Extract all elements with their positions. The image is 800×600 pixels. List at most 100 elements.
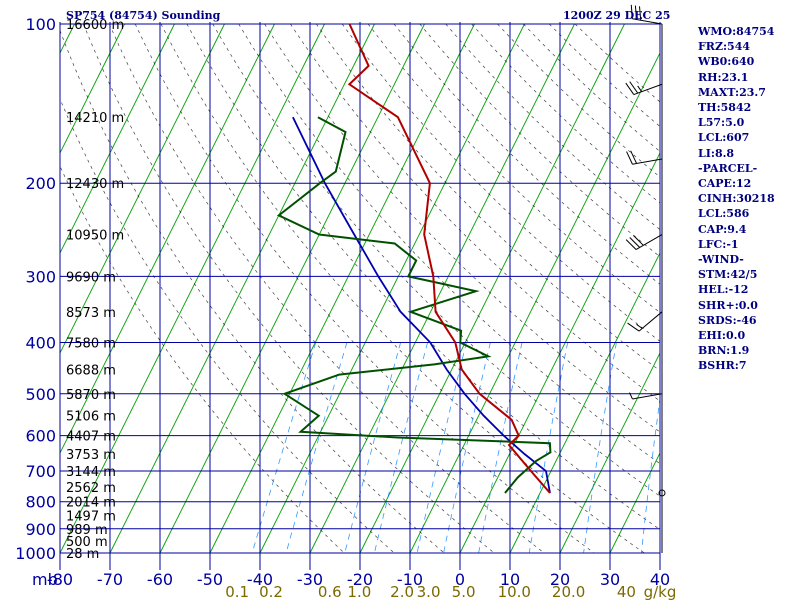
dry-adiabat-line [290, 23, 660, 402]
pressure-tick-label: 1000 [15, 544, 56, 563]
dry-adiabat-line [264, 23, 660, 433]
dry-adiabat-line [238, 23, 660, 465]
isotherm-line [309, 23, 575, 554]
pressure-tick-label: 100 [25, 15, 56, 34]
height-label: 2562 m [66, 481, 116, 496]
wind-barb-flag [629, 237, 641, 248]
stats-panel: WMO:84754 FRZ:544 WB0:640 RH:23.1 MAXT:23.7 T… [698, 24, 798, 374]
isotherm-line [0, 24, 25, 553]
mixing-ratio-unit: g/kg [644, 583, 677, 600]
temperature-tick-label: 20 [550, 570, 570, 589]
temperature-tick-label: 10 [500, 570, 520, 589]
wind-barb-flag [629, 81, 639, 94]
stat-line: TH:5842 [698, 101, 752, 115]
dry-adiabat-line [160, 23, 645, 554]
stat-line: CAP:9.4 [698, 222, 747, 236]
height-label: 7580 m [66, 336, 116, 351]
isotherm-line [60, 23, 275, 455]
dry-adiabat-line [134, 23, 595, 554]
wind-barb-flag [625, 239, 637, 250]
height-label: 500 m [66, 535, 108, 550]
height-label: 1497 m [66, 510, 116, 525]
stat-line: MAXT:23.7 [698, 85, 766, 99]
isotherm-line [209, 23, 475, 554]
wind-barb-shaft [635, 234, 663, 250]
stat-line: SHR+:0.0 [698, 298, 758, 312]
stat-line: FRZ:544 [698, 40, 751, 54]
wind-barb-flag [626, 151, 633, 165]
wind-barb-flag [625, 82, 635, 95]
stat-line: WMO:84754 [698, 25, 775, 38]
mixing-ratio-line [641, 395, 660, 554]
wind-barb-shaft [638, 311, 663, 332]
stat-line: EHI:0.0 [698, 329, 746, 343]
dry-adiabat-line [212, 23, 660, 497]
wind-barbs [625, 4, 666, 553]
stat-line: LI:8.8 [698, 146, 735, 160]
stat-line: CINH:30218 [698, 192, 775, 206]
temperature-tick-label: 30 [600, 570, 620, 589]
temperature-tick-label: -70 [97, 570, 123, 589]
height-label: 9690 m [66, 270, 116, 285]
mixing-ratio-line [374, 342, 428, 554]
isotherm-line [409, 51, 660, 554]
mixing-ratio-line [583, 342, 617, 554]
dry-adiabat-line [393, 23, 660, 285]
wind-barb-flag [627, 322, 640, 332]
mixing-ratio-label: 5.0 [452, 583, 476, 600]
temperature-tick-label: 40 [650, 570, 670, 589]
mixing-ratio-label: 40 [617, 583, 636, 600]
dry-adiabat-line [186, 23, 660, 530]
height-label: 4407 m [66, 430, 116, 445]
pressure-tick-label: 200 [25, 174, 56, 193]
stat-line: LCL:586 [698, 207, 750, 221]
pressure-tick-label: 800 [25, 493, 56, 512]
dewpoint-profile-line [276, 116, 552, 494]
stat-line: BRN:1.9 [698, 344, 750, 358]
isotherm-line [559, 351, 660, 554]
isotherm-line [60, 23, 175, 255]
stat-line: RH:23.1 [698, 70, 749, 84]
height-label: 10950 m [66, 229, 124, 244]
mixing-ratio-line [478, 342, 523, 554]
sounding-profiles [276, 23, 552, 494]
wind-barb-flag [633, 235, 644, 246]
stat-line: LCL:607 [698, 131, 750, 145]
temperature-tick-label: -80 [47, 570, 73, 589]
pressure-tick-label: 600 [25, 427, 56, 446]
pressure-tick-label: 300 [25, 267, 56, 286]
sounding-time: 1200Z 29 DEC 25 [563, 9, 671, 22]
grid-lines [59, 22, 661, 570]
isotherm-line [509, 251, 660, 554]
stat-line: STM:42/5 [698, 268, 758, 282]
mixing-ratio-label: 10.0 [498, 583, 531, 600]
height-label: 3144 m [66, 465, 116, 480]
pressure-tick-label: 400 [25, 333, 56, 352]
wind-barb-flag [634, 5, 638, 20]
stat-line: WB0:640 [698, 55, 755, 69]
dry-adiabat-line [83, 23, 495, 554]
dry-adiabat-line [60, 165, 345, 554]
temperature-tick-label: -40 [247, 570, 273, 589]
mixing-ratio-label: 1.0 [347, 583, 371, 600]
dry-adiabat-line [60, 97, 395, 554]
isotherm-line [60, 23, 125, 155]
height-label: 989 m [66, 523, 108, 538]
temperature-tick-label: 0 [455, 570, 465, 589]
wind-barb-flag [639, 6, 642, 21]
wind-barb-shaft [633, 83, 663, 96]
mixing-ratio-line [528, 342, 569, 554]
stat-line: HEL:-12 [698, 283, 749, 297]
stat-line: LFC:-1 [698, 237, 739, 251]
height-label: 2014 m [66, 496, 116, 511]
wind-barb-flag [637, 85, 643, 92]
mixing-ratio-label: 0.2 [259, 583, 283, 600]
mixing-ratio-label: 3.0 [417, 583, 441, 600]
temperature-tick-label: -20 [347, 570, 373, 589]
height-label: 16600 m [66, 18, 124, 33]
mixing-ratio-label: 20.0 [552, 583, 585, 600]
pressure-unit-label: mb [32, 570, 58, 589]
isotherm-line [60, 23, 225, 355]
temperature-tick-label: -30 [297, 570, 323, 589]
